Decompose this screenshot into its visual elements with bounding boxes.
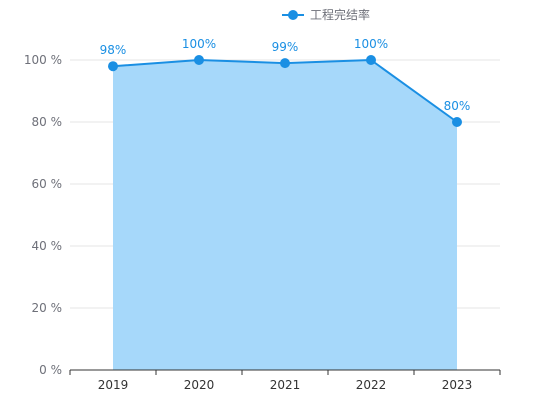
y-tick-label: 20 % — [32, 301, 63, 315]
data-point[interactable] — [366, 55, 376, 65]
y-tick-label: 100 % — [24, 53, 62, 67]
legend[interactable]: 工程完结率 — [282, 7, 370, 22]
series-area — [113, 60, 457, 370]
y-tick-label: 60 % — [32, 177, 63, 191]
y-axis-ticks: 0 % 20 % 40 % 60 % 80 % 100 % — [24, 53, 62, 377]
y-tick-label: 80 % — [32, 115, 63, 129]
x-tick-label: 2019 — [98, 378, 129, 392]
x-tick-label: 2020 — [184, 378, 215, 392]
x-tick-label: 2021 — [270, 378, 301, 392]
data-label: 80% — [444, 99, 471, 113]
data-point[interactable] — [280, 58, 290, 69]
data-label: 100% — [182, 37, 216, 51]
legend-label: 工程完结率 — [310, 7, 370, 22]
data-point[interactable] — [452, 117, 462, 127]
data-label: 99% — [272, 40, 299, 54]
data-point[interactable] — [194, 55, 204, 65]
x-tick-label: 2022 — [356, 378, 387, 392]
x-tick-label: 2023 — [442, 378, 473, 392]
data-point[interactable] — [108, 61, 118, 72]
legend-dot-marker — [288, 10, 298, 20]
data-label: 100% — [354, 37, 388, 51]
area-fill-layer — [113, 60, 457, 370]
y-tick-label: 40 % — [32, 239, 63, 253]
x-axis-ticks: 2019 2020 2021 2022 2023 — [98, 378, 473, 392]
y-tick-label: 0 % — [39, 363, 62, 377]
x-axis — [69, 369, 501, 375]
data-label: 98% — [100, 43, 127, 57]
data-points[interactable] — [108, 55, 462, 127]
data-labels: 98% 100% 99% 100% 80% — [100, 37, 471, 113]
